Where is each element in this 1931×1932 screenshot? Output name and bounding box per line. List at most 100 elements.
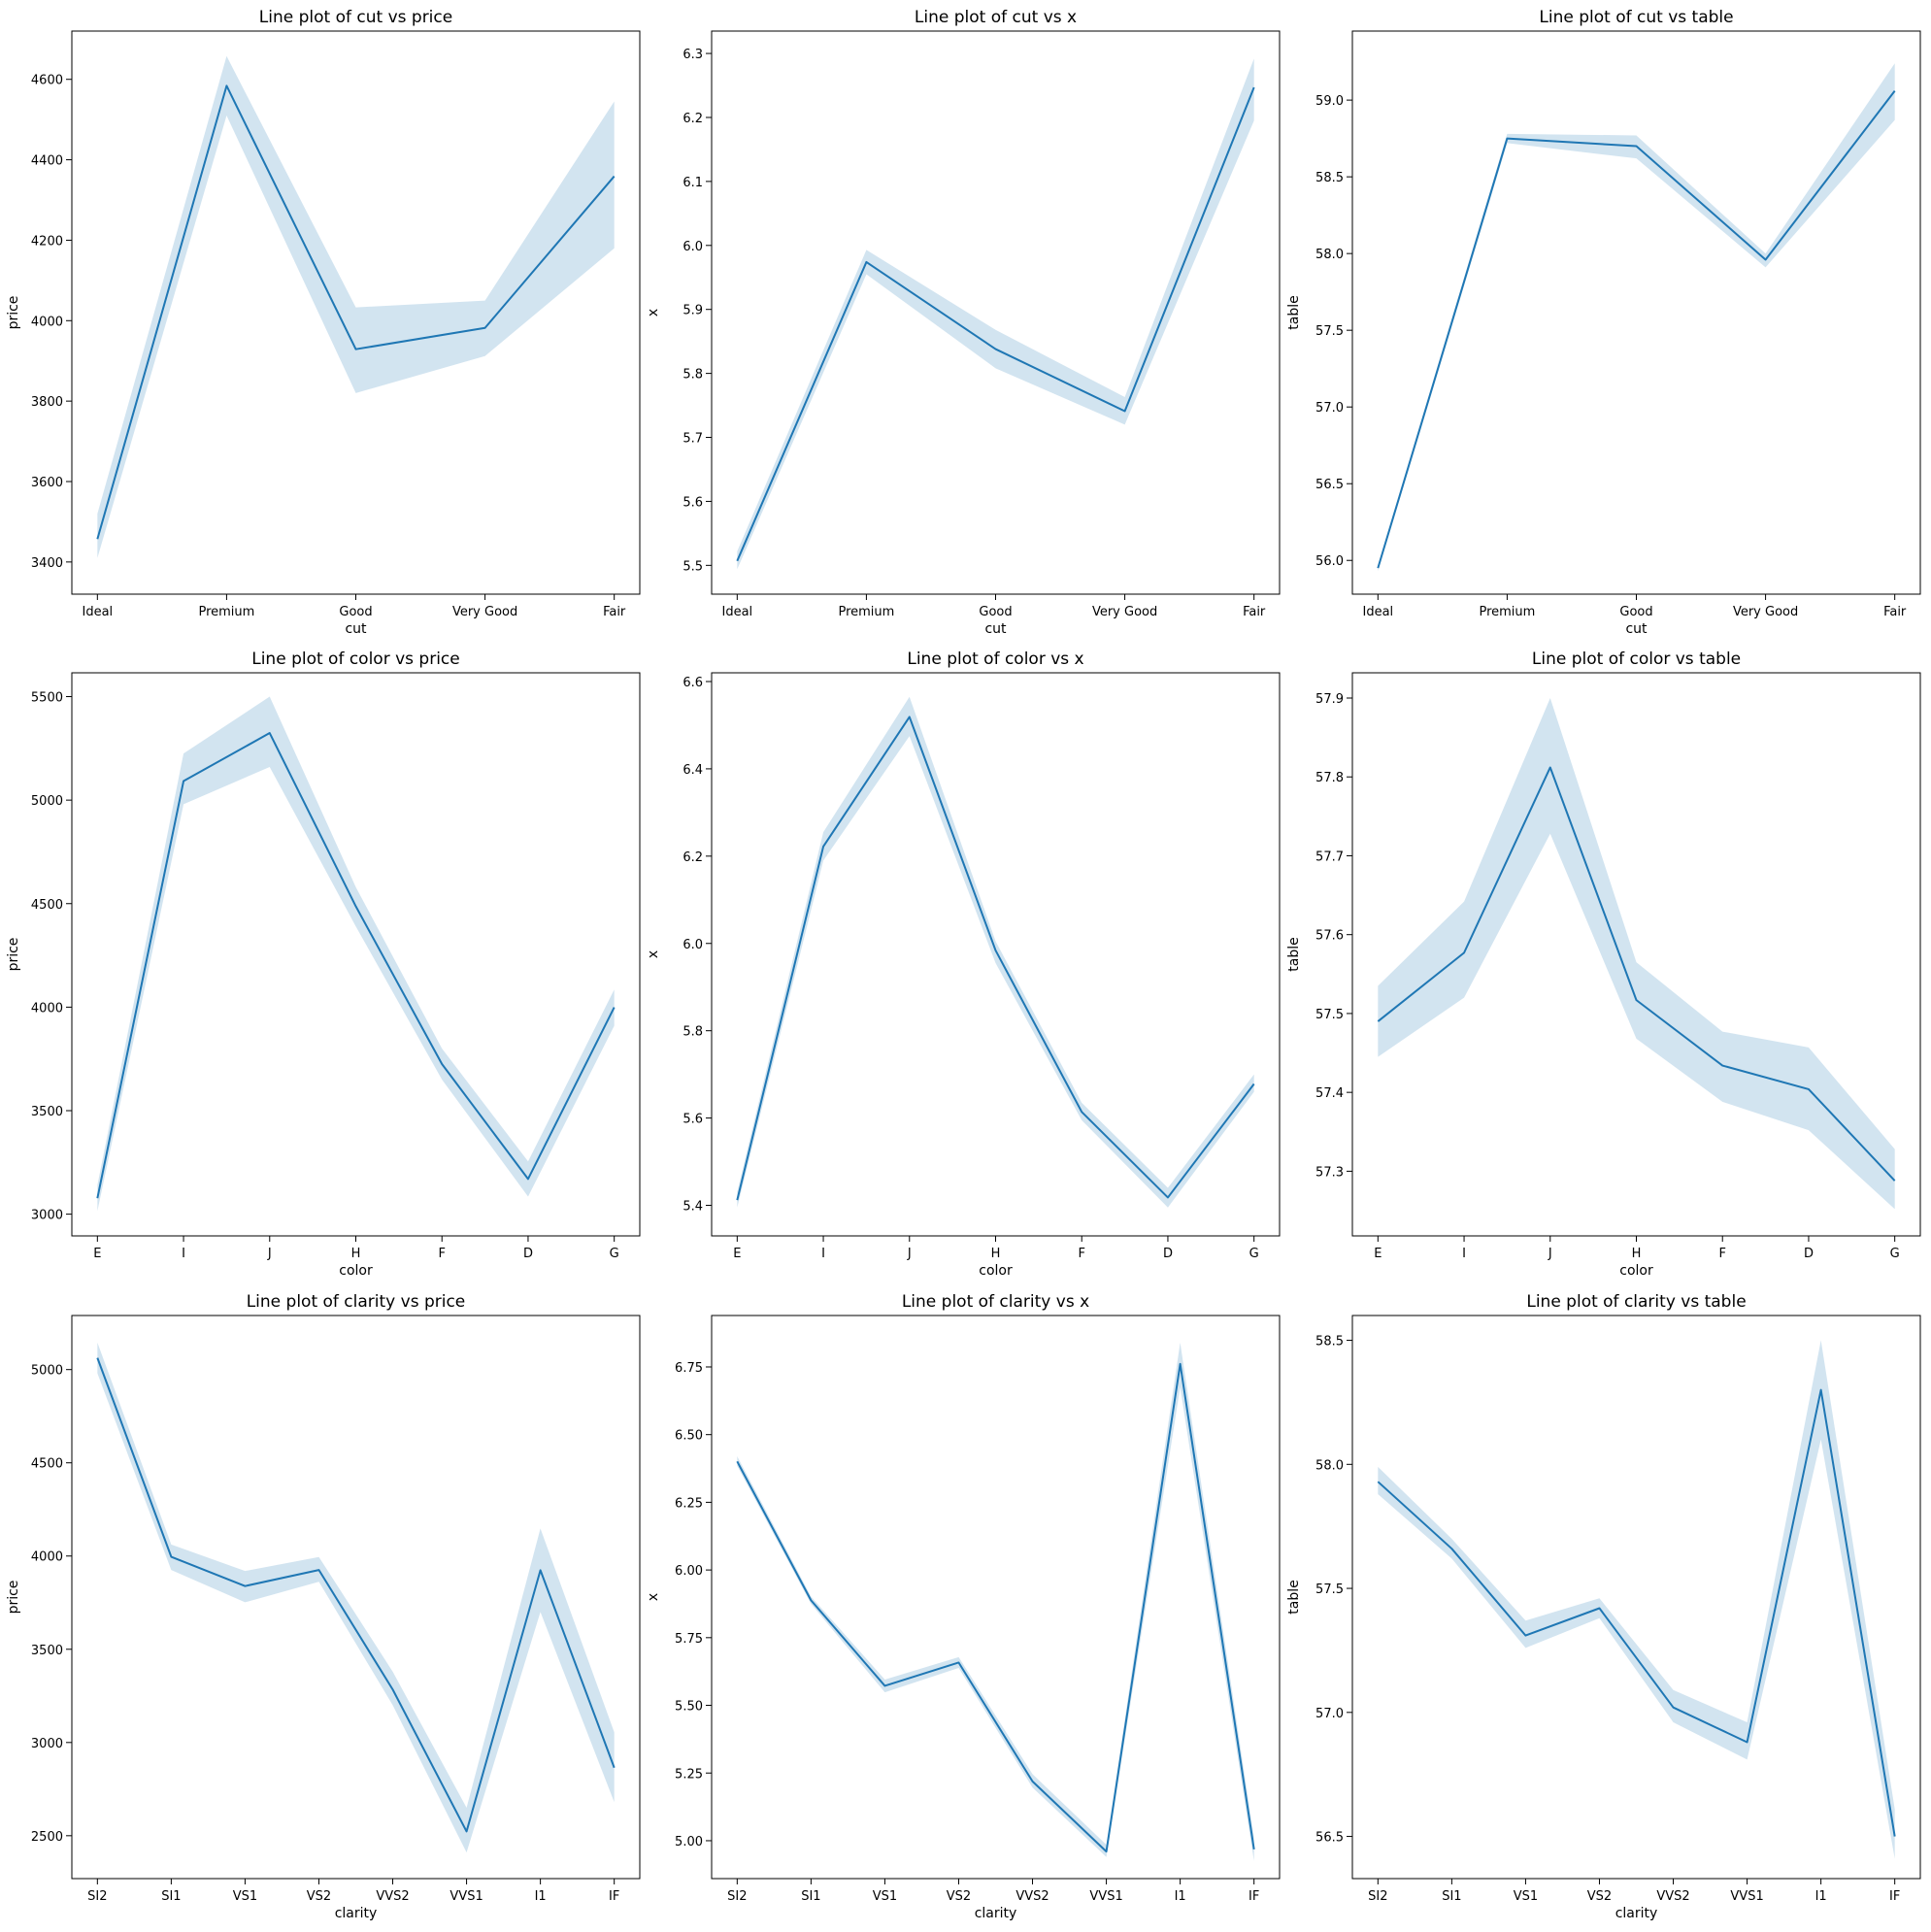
y-tick-label: 4600 bbox=[31, 74, 63, 88]
x-tick-label: IF bbox=[609, 1889, 619, 1904]
x-tick-label: VVS1 bbox=[449, 1889, 483, 1904]
x-tick-label: G bbox=[1890, 1247, 1900, 1261]
x-tick-label: I bbox=[1462, 1247, 1466, 1261]
x-tick-label: Premium bbox=[1479, 605, 1535, 619]
chart-title: Line plot of cut vs table bbox=[1539, 8, 1733, 27]
y-tick-label: 57.5 bbox=[1315, 1008, 1344, 1022]
confidence-band bbox=[97, 55, 615, 558]
axes-frame bbox=[71, 672, 641, 1237]
y-tick-label: 6.0 bbox=[683, 938, 703, 952]
y-tick-label: 5.8 bbox=[683, 1025, 703, 1040]
x-tick-label: VS1 bbox=[1514, 1889, 1538, 1904]
chart-title: Line plot of clarity vs x bbox=[902, 1292, 1089, 1312]
y-tick-label: 3000 bbox=[31, 1737, 63, 1751]
chart-title: Line plot of cut vs x bbox=[915, 8, 1077, 27]
x-tick-label: VVS2 bbox=[376, 1889, 409, 1904]
y-axis-label: x bbox=[646, 1593, 661, 1601]
x-tick-label: Fair bbox=[603, 605, 626, 619]
x-axis-label: color bbox=[339, 1263, 373, 1279]
y-tick-label: 57.0 bbox=[1315, 401, 1344, 416]
x-tick-label: E bbox=[733, 1247, 741, 1261]
x-tick-label: I bbox=[821, 1247, 825, 1261]
confidence-band bbox=[1378, 697, 1895, 1210]
axes-frame bbox=[1351, 30, 1921, 595]
y-tick-label: 56.5 bbox=[1315, 478, 1344, 492]
y-axis-label: table bbox=[1286, 295, 1302, 329]
x-tick-label: SI1 bbox=[801, 1889, 820, 1904]
axes-frame bbox=[711, 1315, 1281, 1880]
y-tick-label: 56.5 bbox=[1315, 1831, 1344, 1846]
x-tick-label: VS2 bbox=[947, 1889, 971, 1904]
y-tick-label: 59.0 bbox=[1315, 94, 1344, 109]
x-tick-label: VS1 bbox=[873, 1889, 897, 1904]
y-tick-label: 4500 bbox=[31, 1457, 63, 1472]
y-tick-label: 6.2 bbox=[683, 112, 703, 126]
x-tick-label: F bbox=[438, 1247, 445, 1261]
x-tick-label: Very Good bbox=[1733, 605, 1798, 619]
y-axis-label: x bbox=[646, 309, 661, 316]
y-tick-label: 57.5 bbox=[1315, 1582, 1344, 1597]
chart-title: Line plot of clarity vs table bbox=[1526, 1292, 1746, 1312]
x-tick-label: H bbox=[1632, 1247, 1642, 1261]
y-tick-label: 57.4 bbox=[1315, 1086, 1344, 1101]
y-tick-label: 4000 bbox=[31, 1550, 63, 1565]
y-tick-label: 56.0 bbox=[1315, 554, 1344, 569]
x-tick-label: Fair bbox=[1883, 605, 1907, 619]
x-axis-label: clarity bbox=[335, 1906, 378, 1921]
y-tick-label: 57.0 bbox=[1315, 1707, 1344, 1721]
y-tick-label: 5500 bbox=[31, 691, 63, 706]
x-tick-label: I1 bbox=[1815, 1889, 1827, 1904]
y-tick-label: 6.00 bbox=[675, 1564, 703, 1579]
x-tick-label: I1 bbox=[535, 1889, 547, 1904]
y-tick-label: 5.7 bbox=[683, 432, 703, 447]
confidence-band bbox=[1378, 63, 1895, 572]
y-axis-label: x bbox=[646, 950, 661, 958]
x-tick-label: G bbox=[610, 1247, 619, 1261]
y-axis-label: table bbox=[1286, 1580, 1302, 1614]
series-line bbox=[96, 84, 616, 540]
x-tick-label: Fair bbox=[1243, 605, 1266, 619]
y-tick-label: 57.5 bbox=[1315, 324, 1344, 339]
y-tick-label: 6.4 bbox=[683, 763, 703, 778]
x-tick-label: SI1 bbox=[1442, 1889, 1461, 1904]
y-tick-label: 57.3 bbox=[1315, 1165, 1344, 1180]
y-tick-label: 5000 bbox=[31, 794, 63, 809]
y-tick-label: 6.0 bbox=[683, 240, 703, 254]
y-tick-label: 3000 bbox=[31, 1209, 63, 1223]
x-tick-label: J bbox=[267, 1247, 272, 1261]
y-tick-label: 4400 bbox=[31, 154, 63, 169]
y-tick-label: 4500 bbox=[31, 898, 63, 913]
confidence-band bbox=[1378, 1340, 1895, 1859]
series-line bbox=[1377, 90, 1896, 569]
chart-title: Line plot of cut vs price bbox=[259, 8, 452, 27]
axes-frame bbox=[71, 1315, 641, 1880]
x-tick-label: J bbox=[907, 1247, 912, 1261]
x-axis-label: clarity bbox=[975, 1906, 1017, 1921]
x-tick-label: I1 bbox=[1175, 1889, 1186, 1904]
subplot-1: Ideal Premium Good Very Good Fair 3400 3600 380… bbox=[6, 8, 641, 637]
y-axis-label: price bbox=[6, 1581, 21, 1615]
y-tick-label: 57.9 bbox=[1315, 692, 1344, 707]
subplot-9: SI2 SI1 VS1 VS2 VVS2 VVS1 I1 IF 56.5 57.0 57.5 58.0… bbox=[1286, 1292, 1921, 1921]
y-tick-label: 3500 bbox=[31, 1105, 63, 1119]
x-tick-label: Very Good bbox=[1092, 605, 1157, 619]
y-tick-label: 5000 bbox=[31, 1364, 63, 1379]
y-tick-label: 3500 bbox=[31, 1644, 63, 1658]
y-tick-label: 5.6 bbox=[683, 1113, 703, 1127]
y-tick-label: 6.75 bbox=[675, 1361, 703, 1376]
subplot-7: SI2 SI1 VS1 VS2 VVS2 VVS1 I1 IF 2500 3000 3500 4000… bbox=[6, 1292, 641, 1921]
x-tick-label: J bbox=[1548, 1247, 1552, 1261]
x-tick-label: VS2 bbox=[307, 1889, 331, 1904]
series-line bbox=[736, 1362, 1255, 1853]
y-tick-label: 58.5 bbox=[1315, 1335, 1344, 1349]
x-tick-label: SI2 bbox=[87, 1889, 107, 1904]
x-tick-label: IF bbox=[1889, 1889, 1900, 1904]
subplot-5: E I J H F D G 5.4 5.6 5.8 6.0 6.2 6.4 6.6 Line plot of… bbox=[646, 650, 1281, 1279]
chart-title: Line plot of color vs x bbox=[907, 650, 1083, 669]
y-tick-label: 3400 bbox=[31, 556, 63, 571]
confidence-band bbox=[97, 1342, 615, 1853]
x-tick-label: VS2 bbox=[1587, 1889, 1612, 1904]
axes-frame bbox=[1351, 1315, 1921, 1880]
x-tick-label: Ideal bbox=[82, 605, 113, 619]
